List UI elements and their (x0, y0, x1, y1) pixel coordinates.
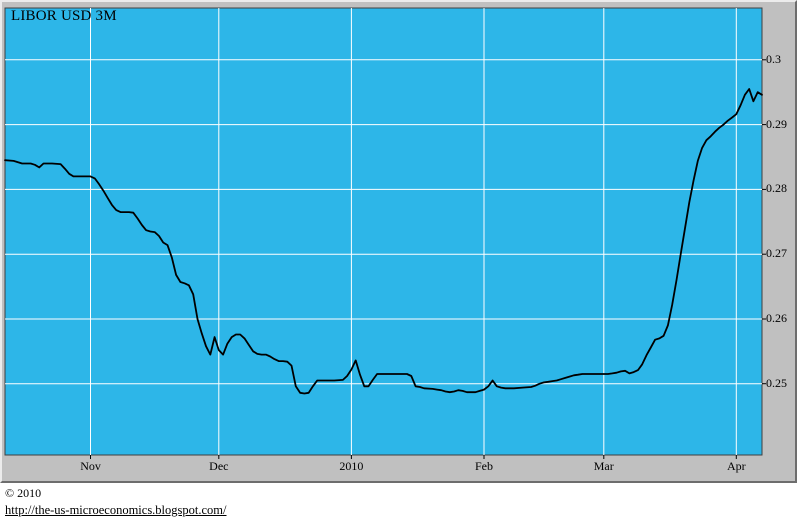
blog-link[interactable]: http://the-us-microeconomics.blogspot.co… (5, 503, 227, 517)
plot-area (4, 7, 763, 456)
axis-ticks (90, 59, 766, 459)
chart-title: LIBOR USD 3M (11, 8, 117, 24)
copyright-text: © 2010 (5, 486, 42, 500)
chart-canvas (4, 7, 766, 459)
series-line (4, 88, 763, 395)
libor-chart-panel: LIBOR USD 3M 0.3 0.29 0.28 0.27 0.26 0.25 Nov… (0, 0, 797, 483)
footer: © 2010 http://the-us-microeconomics.blog… (0, 483, 797, 519)
gridlines (5, 8, 762, 455)
